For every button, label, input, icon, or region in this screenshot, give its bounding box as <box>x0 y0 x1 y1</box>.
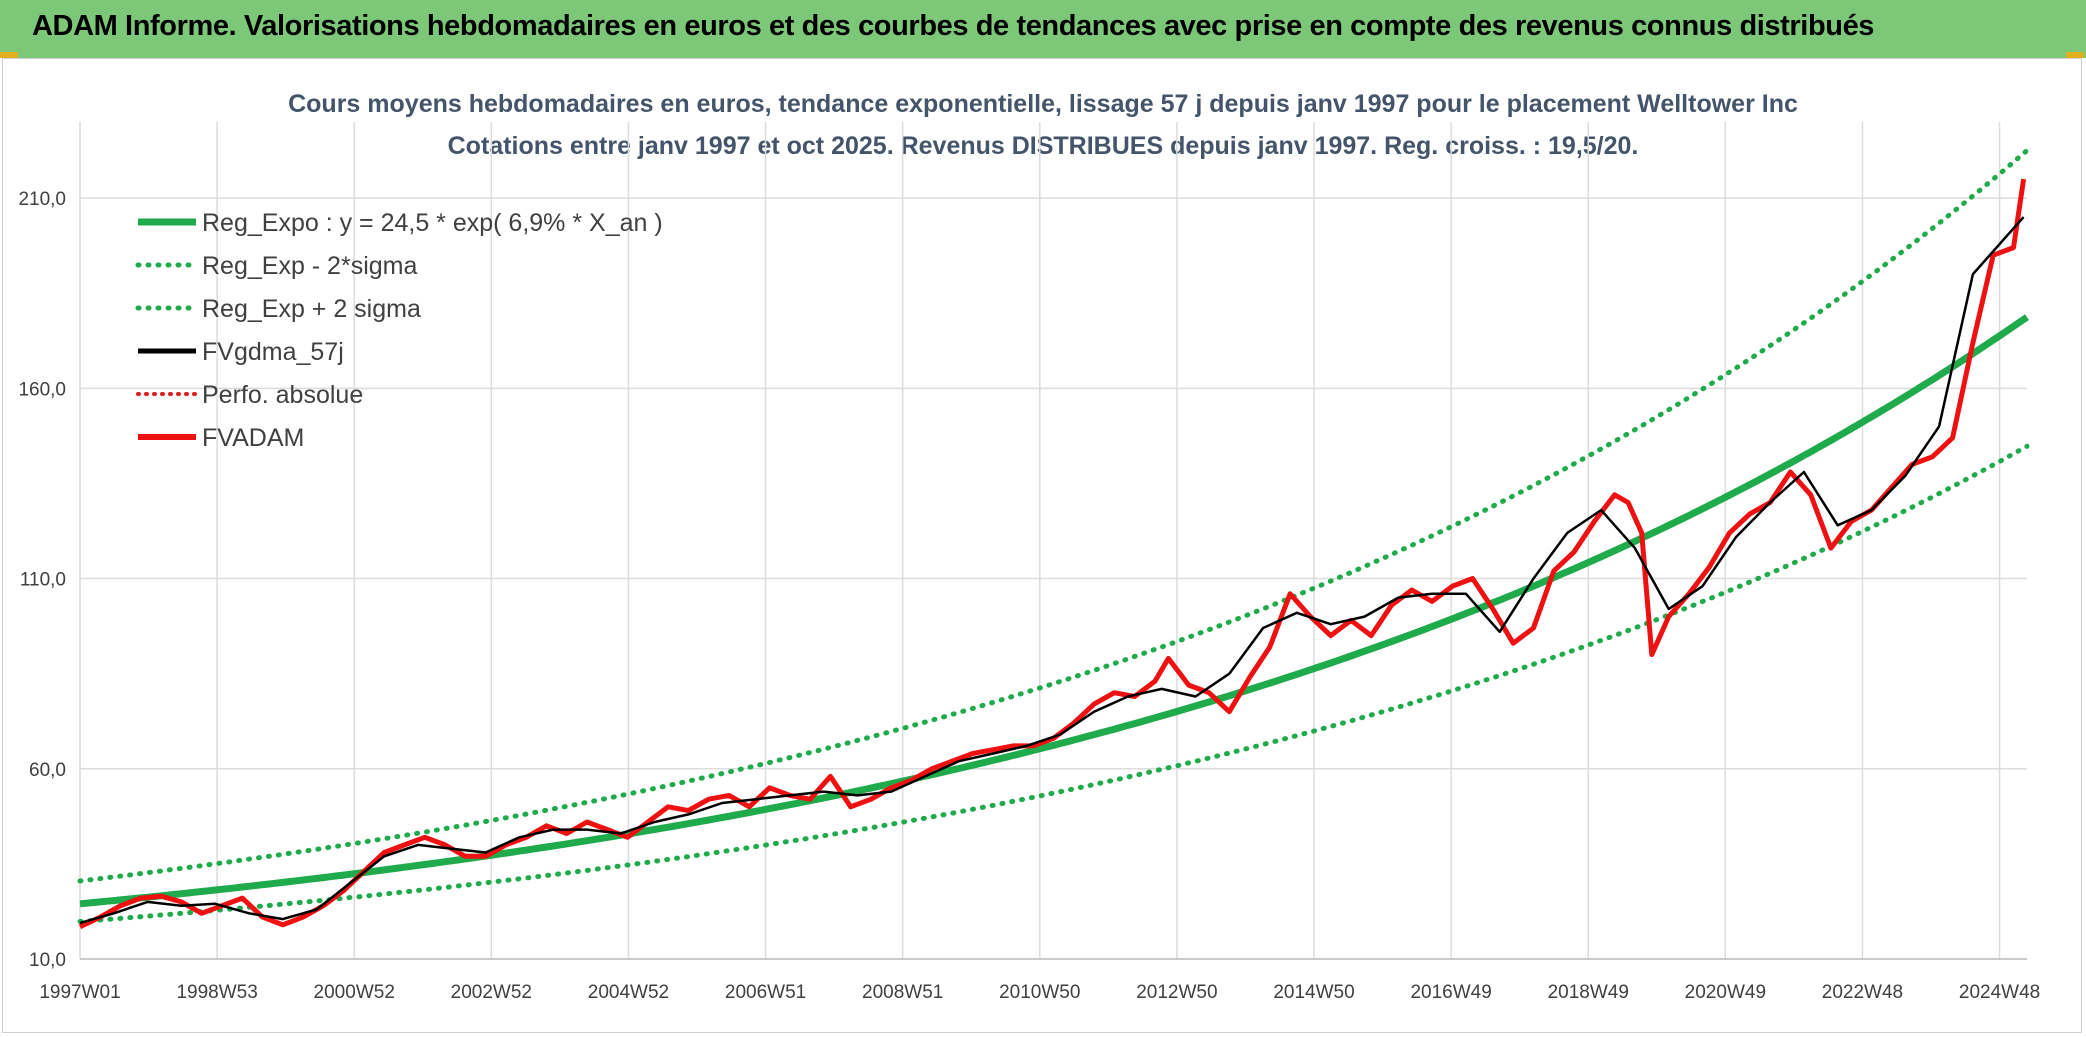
title-banner: ADAM Informe. Valorisations hebdomadaire… <box>0 0 2086 58</box>
x-tick-label: 2010W50 <box>999 982 1080 1003</box>
fvadam-line <box>78 178 2027 929</box>
y-tick-label: 60,0 <box>29 760 66 781</box>
y-tick-label: 10,0 <box>29 950 66 971</box>
reg-expo-line <box>79 314 2029 908</box>
banner-title: ADAM Informe. Valorisations hebdomadaire… <box>32 10 1875 42</box>
x-tick-label: 1998W53 <box>176 982 257 1003</box>
x-tick-label: 2018W49 <box>1548 982 1629 1003</box>
x-tick-label: 1997W01 <box>39 982 120 1003</box>
y-tick-label: 210,0 <box>18 189 66 210</box>
y-axis-ticks: 10,0 60,0 110,0 160,0 210,0 <box>18 189 66 971</box>
reg-exp-plus-2sigma-line <box>77 148 2030 884</box>
corner-mark-left <box>0 52 18 58</box>
gridlines <box>79 122 2027 960</box>
chart-title: Cours moyens hebdomadaires en euros, ten… <box>288 90 1798 118</box>
x-axis-ticks: 1997W01 1998W53 2000W52 2002W52 2004W52 2006W… <box>39 982 2040 1003</box>
x-tick-label: 2006W51 <box>725 982 806 1003</box>
y-tick-label: 110,0 <box>20 570 66 591</box>
x-tick-label: 2022W48 <box>1822 982 1903 1003</box>
series-layer <box>77 148 2030 929</box>
x-tick-label: 2004W52 <box>588 982 669 1003</box>
legend-label: Perfo. absolue <box>202 381 363 409</box>
reg-exp-minus-2sigma-line <box>77 443 2030 924</box>
legend-label: Reg_Exp + 2 sigma <box>202 295 421 323</box>
x-tick-label: 2008W51 <box>862 982 943 1003</box>
x-tick-label: 2024W48 <box>1959 982 2040 1003</box>
legend-label: Reg_Expo : y = 24,5 * exp( 6,9% * X_an ) <box>202 209 663 237</box>
chart-subtitle: Cotations entre janv 1997 et oct 2025. R… <box>448 132 1639 160</box>
x-tick-label: 2016W49 <box>1410 982 1491 1003</box>
x-tick-label: 2002W52 <box>451 982 532 1003</box>
corner-mark-right <box>2066 52 2084 58</box>
legend-label: FVgdma_57j <box>202 338 344 366</box>
legend-label: Reg_Exp - 2*sigma <box>202 252 417 280</box>
x-tick-label: 2012W50 <box>1136 982 1217 1003</box>
x-tick-label: 2020W49 <box>1685 982 1766 1003</box>
fvgdma-57j-line <box>79 216 2025 925</box>
x-tick-label: 2000W52 <box>314 982 395 1003</box>
chart-frame <box>2 58 2082 1033</box>
x-tick-label: 2014W50 <box>1273 982 1354 1003</box>
legend-label: FVADAM <box>202 424 304 452</box>
y-tick-label: 160,0 <box>18 379 66 400</box>
legend: Reg_Expo : y = 24,5 * exp( 6,9% * X_an )… <box>135 209 663 452</box>
